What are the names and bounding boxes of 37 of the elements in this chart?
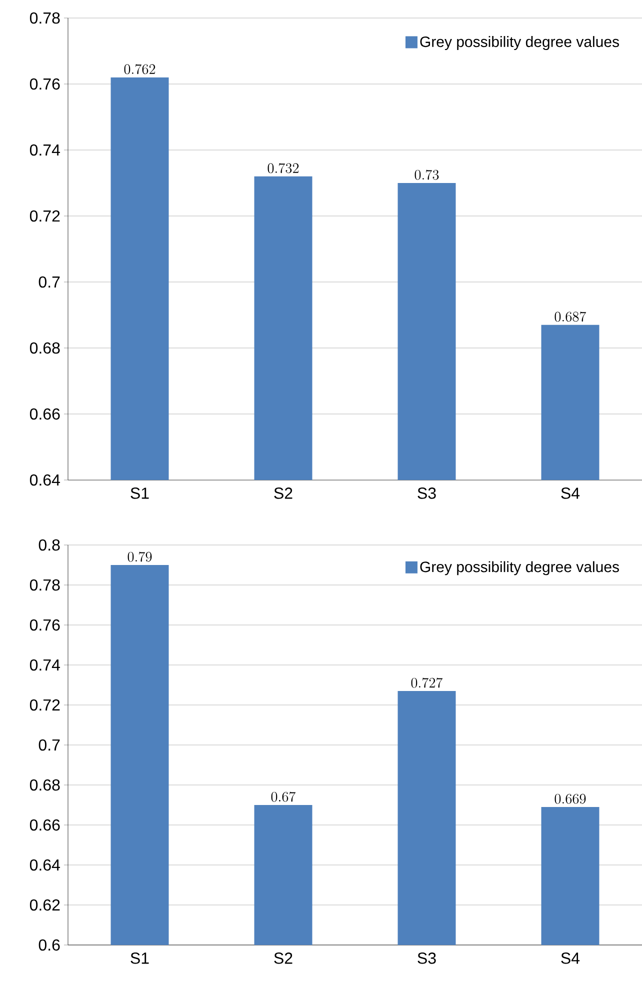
y-tick-label: 0.64 <box>30 859 60 871</box>
x-tick-label: S1 <box>130 952 149 964</box>
y-tick-label: 0.6 <box>38 939 60 951</box>
y-tick-label: 0.68 <box>30 342 60 354</box>
y-tick-label: 0.78 <box>30 12 60 24</box>
y-tick-label: 0.74 <box>30 659 60 671</box>
x-tick-label: S4 <box>561 952 580 964</box>
data-label: 0.687 <box>554 312 586 322</box>
y-tick-label: 0.64 <box>30 474 60 486</box>
y-tick-label: 0.8 <box>38 539 60 551</box>
data-label: 0.727 <box>411 678 443 688</box>
x-tick-label: S2 <box>274 952 292 964</box>
legend-label: Grey possibility degree values <box>420 561 619 576</box>
legend-label: Grey possibility degree values <box>420 36 619 50</box>
y-tick-label: 0.66 <box>30 408 60 420</box>
y-tick-label: 0.62 <box>30 899 60 911</box>
data-label: 0.732 <box>268 163 299 174</box>
y-tick-label: 0.74 <box>30 144 60 156</box>
data-label: 0.79 <box>128 552 152 562</box>
x-tick-label: S4 <box>561 488 580 499</box>
data-label: 0.73 <box>414 170 439 180</box>
y-tick-label: 0.7 <box>38 276 60 288</box>
y-tick-label: 0.66 <box>30 819 60 831</box>
y-tick-label: 0.72 <box>30 699 60 711</box>
x-tick-label: S3 <box>418 488 436 499</box>
data-label: 0.67 <box>271 792 296 802</box>
y-tick-label: 0.7 <box>38 739 60 751</box>
y-tick-label: 0.76 <box>30 619 60 631</box>
data-label: 0.762 <box>124 64 156 74</box>
x-tick-label: S3 <box>418 952 436 964</box>
x-tick-label: S2 <box>274 488 292 499</box>
y-tick-label: 0.76 <box>30 78 60 90</box>
y-tick-label: 0.72 <box>30 210 60 222</box>
x-tick-label: S1 <box>130 488 149 499</box>
y-tick-label: 0.68 <box>30 779 60 791</box>
y-tick-label: 0.78 <box>30 579 60 591</box>
data-label: 0.669 <box>554 794 586 804</box>
